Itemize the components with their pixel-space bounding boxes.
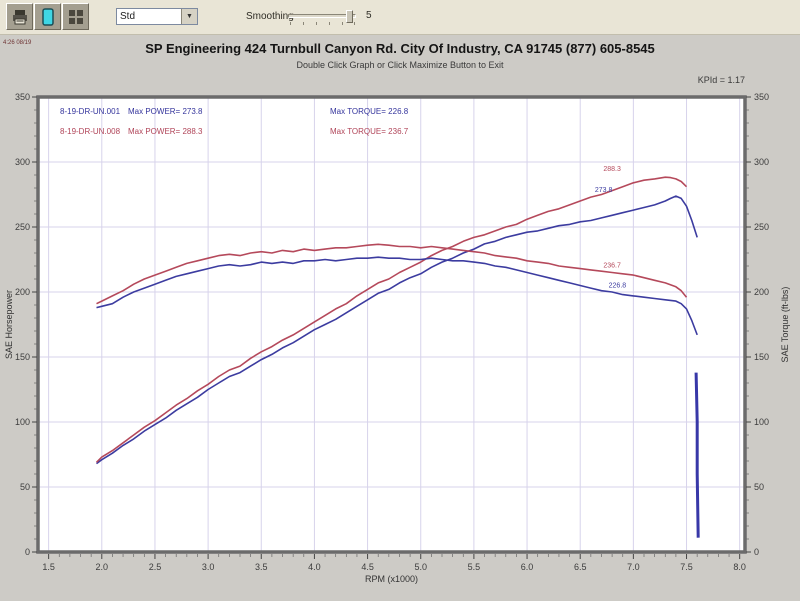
grid-settings-icon <box>68 9 83 24</box>
peak-value-label: 236.7 <box>603 262 621 269</box>
y-tick-label-left: 150 <box>15 352 30 362</box>
y-tick-label-right: 300 <box>754 157 769 167</box>
y-tick-label-right: 150 <box>754 352 769 362</box>
smoothing-slider[interactable] <box>288 9 356 25</box>
y-axis-label-right: SAE Torque (ft-lbs) <box>780 287 790 363</box>
max-power-label: Max POWER= 288.3 <box>128 127 203 136</box>
x-tick-label: 6.5 <box>574 562 587 572</box>
run-file-label: 8-19-DR-UN.008 <box>60 127 121 136</box>
x-tick-label: 8.0 <box>733 562 746 572</box>
settings-button[interactable] <box>62 3 89 30</box>
peak-value-label: 273.8 <box>595 187 613 194</box>
max-torque-label: Max TORQUE= 236.7 <box>330 127 409 136</box>
run-008-torque <box>96 243 688 305</box>
x-tick-label: 4.5 <box>361 562 374 572</box>
x-tick-label: 4.0 <box>308 562 321 572</box>
y-tick-label-left: 100 <box>15 417 30 427</box>
x-tick-label: 7.5 <box>680 562 693 572</box>
run-001-torque <box>96 256 698 336</box>
run-file-label: 8-19-DR-UN.001 <box>60 107 121 116</box>
chevron-down-icon[interactable]: ▼ <box>181 9 197 24</box>
plot-border <box>36 95 747 554</box>
x-tick-label: 5.5 <box>468 562 481 572</box>
timestamp-text: 4:26 08/19 <box>3 40 32 46</box>
x-tick-label: 3.5 <box>255 562 268 572</box>
x-tick-label: 5.0 <box>414 562 427 572</box>
y-tick-label-right: 350 <box>754 92 769 102</box>
run-001-end-spike <box>694 372 700 538</box>
smoothing-value: 5 <box>366 10 372 21</box>
print-button[interactable] <box>6 3 33 30</box>
y-tick-label-right: 100 <box>754 417 769 427</box>
max-power-label: Max POWER= 273.8 <box>128 107 203 116</box>
x-tick-label: 6.0 <box>521 562 534 572</box>
page-title: SP Engineering 424 Turnbull Canyon Rd. C… <box>145 41 655 56</box>
peak-value-label: 288.3 <box>603 166 621 173</box>
plot-area <box>38 97 745 552</box>
graph-view-button[interactable] <box>34 3 61 30</box>
y-tick-label-left: 250 <box>15 222 30 232</box>
x-tick-label: 1.5 <box>42 562 55 572</box>
y-tick-label-left: 200 <box>15 287 30 297</box>
smoothing-label: Smoothing <box>246 11 294 22</box>
x-tick-label: 3.0 <box>202 562 215 572</box>
y-tick-label-right: 200 <box>754 287 769 297</box>
smoothing-slider-thumb[interactable] <box>346 10 353 23</box>
dyno-graph-page[interactable]: 1.5 2.0 2.5 3.0 3.5 4.0 4.5 5.0 5.5 6.0 6.5 7.0 7.5 8… <box>0 35 800 601</box>
y-tick-label-right: 250 <box>754 222 769 232</box>
max-torque-label: Max TORQUE= 226.8 <box>330 107 409 116</box>
peak-value-label: 226.8 <box>609 282 627 289</box>
run-001-horsepower <box>96 195 698 465</box>
y-tick-label-left: 350 <box>15 92 30 102</box>
y-tick-label-left: 300 <box>15 157 30 167</box>
kpid-scale-note: KPId = 1.17 <box>697 75 745 85</box>
print-icon <box>12 9 27 24</box>
x-axis-label: RPM (x1000) <box>365 574 418 584</box>
graph-type-value: Std <box>120 11 136 22</box>
x-tick-label: 2.0 <box>96 562 109 572</box>
smoothing-slider-track[interactable] <box>288 14 356 18</box>
dyno-chart: 1.5 2.0 2.5 3.0 3.5 4.0 4.5 5.0 5.5 6.0 6.5 7.0 7.5 8… <box>4 92 790 584</box>
y-tick-label-left: 0 <box>25 547 30 557</box>
y-tick-label-right: 50 <box>754 482 764 492</box>
run-008-horsepower <box>95 176 688 463</box>
page-subtitle: Double Click Graph or Click Maximize But… <box>296 60 504 70</box>
toolbar: Std ▼ Smoothing 5 <box>0 0 800 35</box>
y-tick-label-left: 50 <box>20 482 30 492</box>
graph-page-icon <box>41 7 54 26</box>
graph-type-dropdown[interactable]: Std ▼ <box>116 8 198 25</box>
x-tick-label: 7.0 <box>627 562 640 572</box>
x-tick-label: 2.5 <box>149 562 162 572</box>
y-tick-label-right: 0 <box>754 547 759 557</box>
y-axis-label-left: SAE Horsepower <box>4 290 14 359</box>
